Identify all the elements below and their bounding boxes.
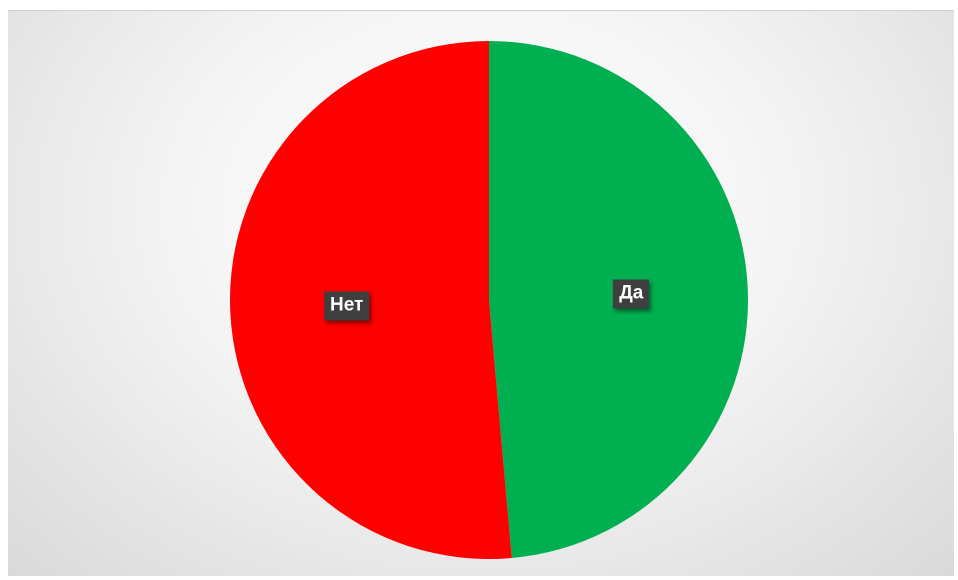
data-label-yes: Да <box>613 279 650 309</box>
pie-chart <box>230 41 749 559</box>
chart-area: Да Нет <box>8 10 954 576</box>
data-label-no: Нет <box>324 291 370 321</box>
pie-slice-no <box>230 41 512 559</box>
pie-slices <box>230 41 749 559</box>
